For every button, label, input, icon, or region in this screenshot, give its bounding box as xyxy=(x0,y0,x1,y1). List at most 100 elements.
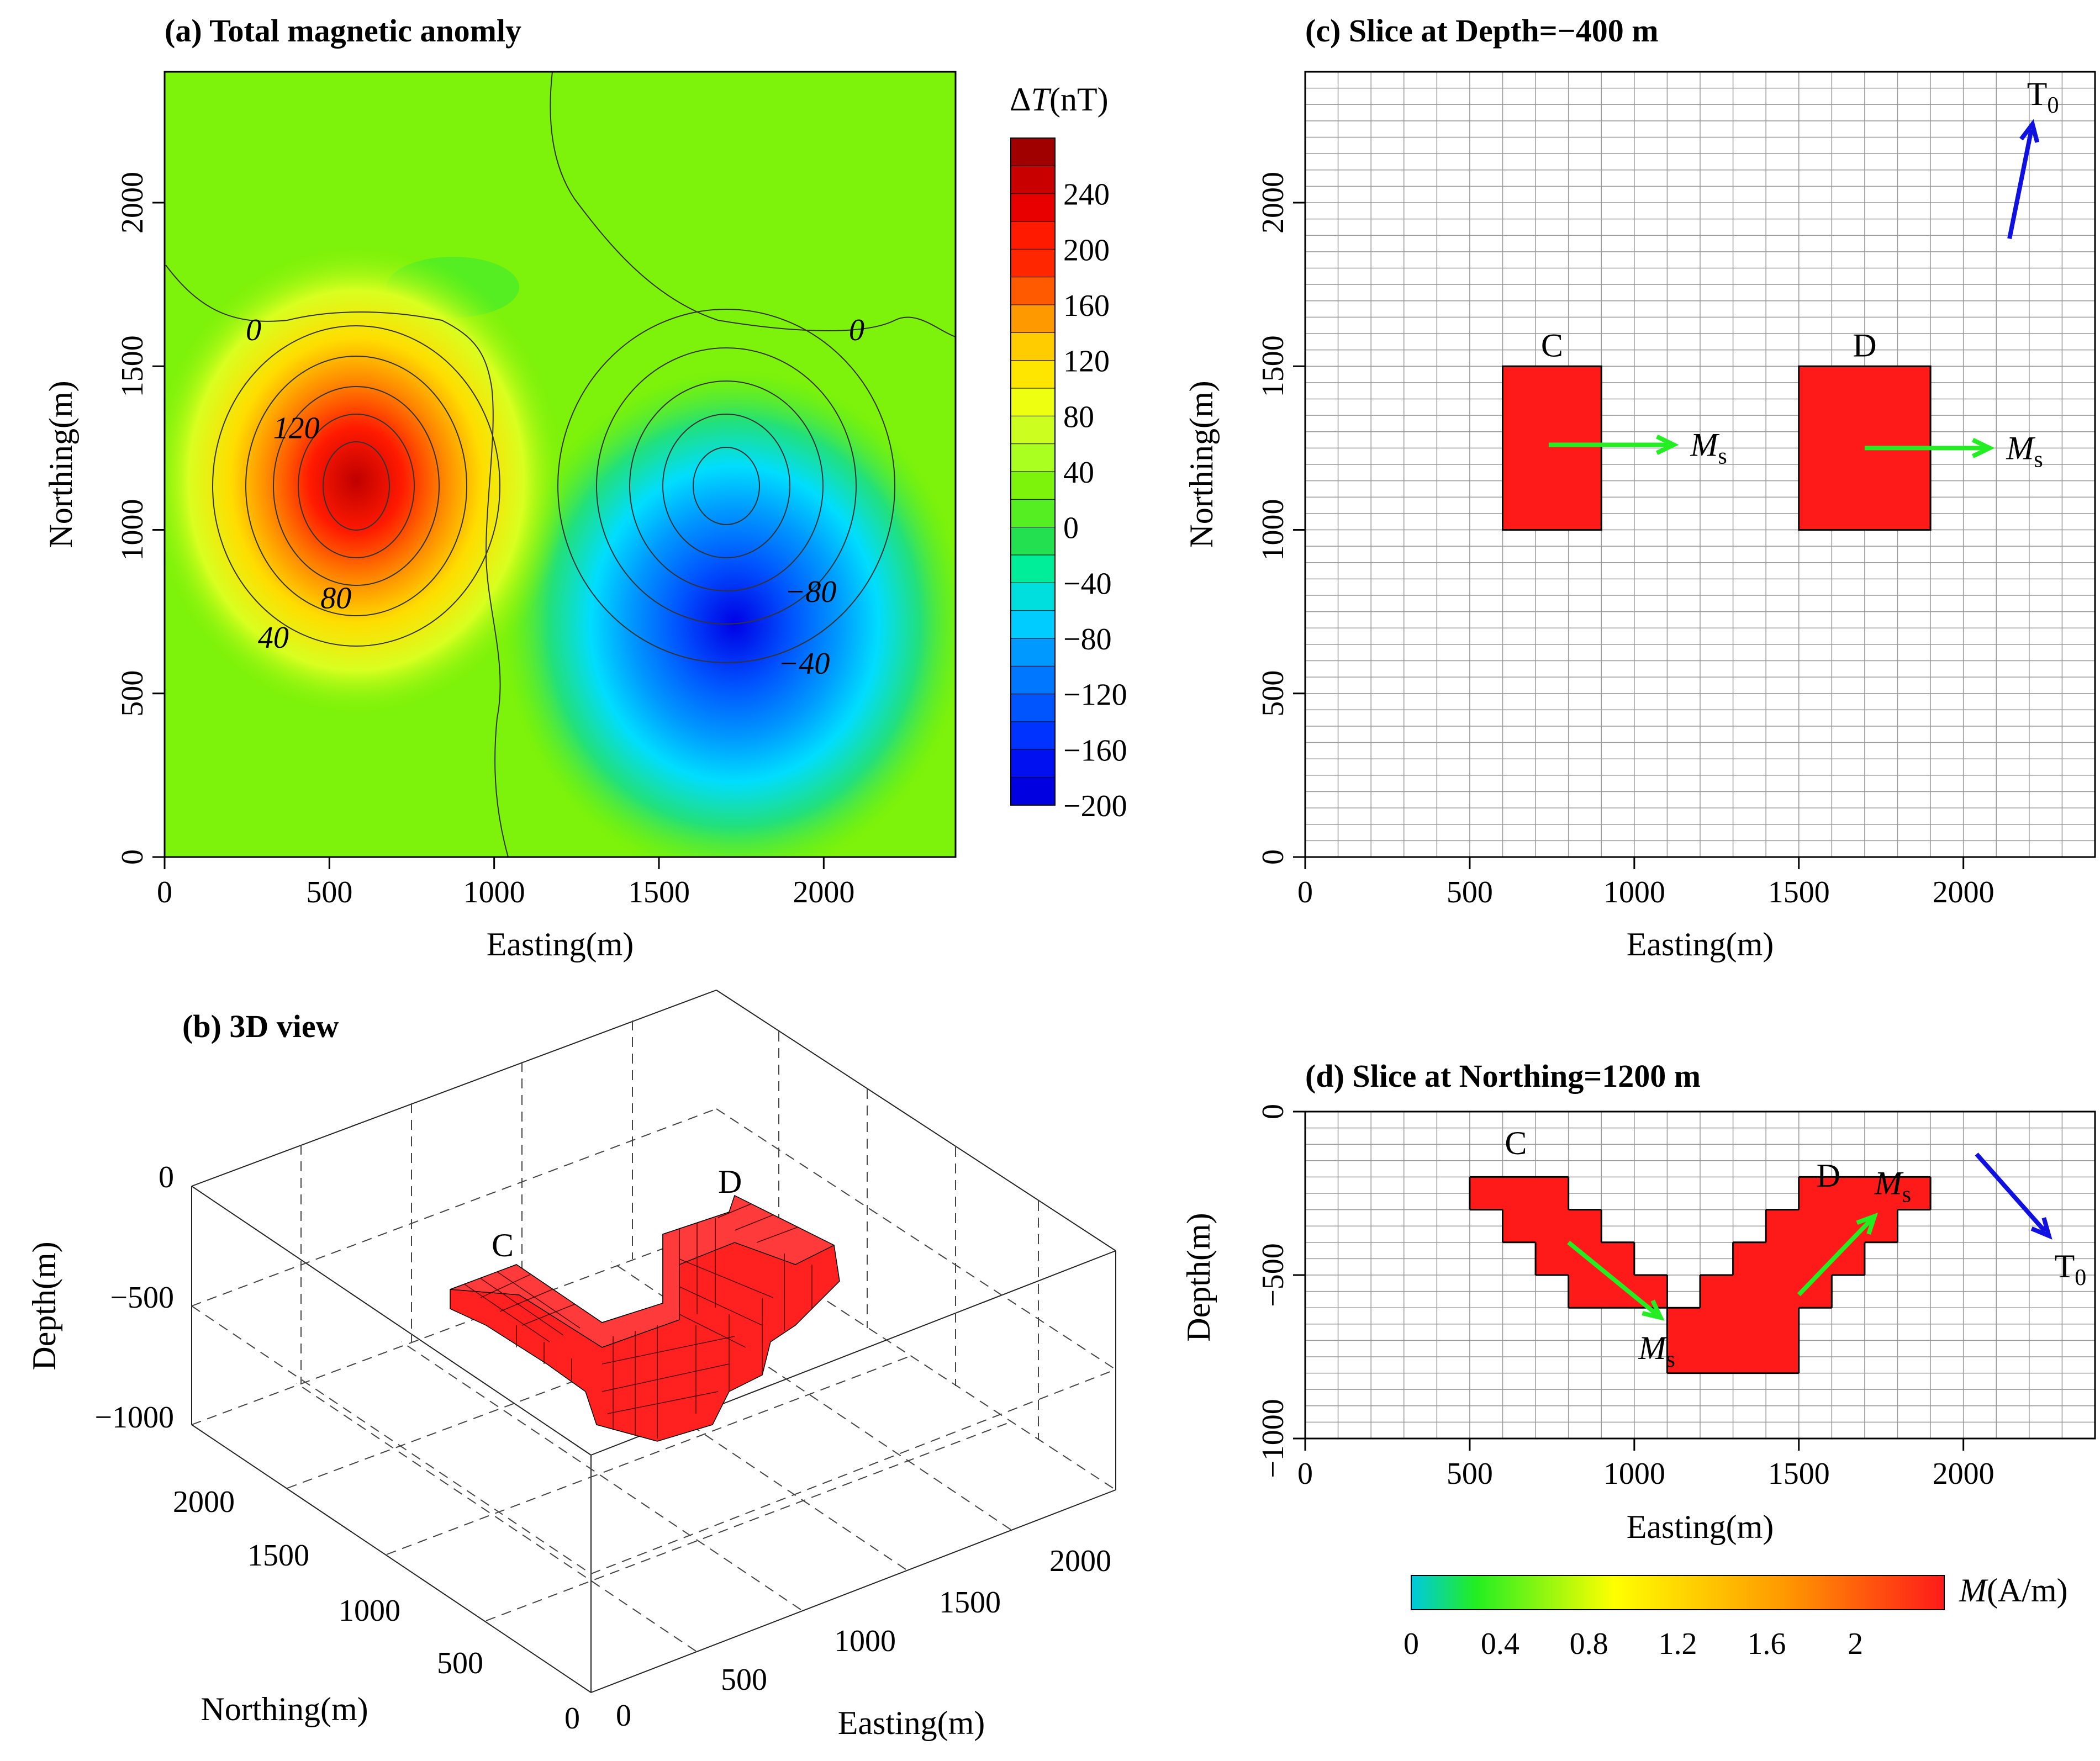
x-tick-label: 1500 xyxy=(1768,875,1830,909)
m-colorbar-bar xyxy=(1411,1575,1945,1610)
panel-c-frame xyxy=(1304,71,2096,858)
T0-arrow-head xyxy=(2030,1217,2052,1240)
x-tick: 2000 xyxy=(1049,1544,1111,1578)
Ms-D-arrow-head xyxy=(1971,437,1995,458)
body-label-D: D xyxy=(1817,1157,1840,1194)
Ms-C-arrow-head xyxy=(1655,435,1679,455)
voxel-edges xyxy=(463,1203,812,1439)
cell-C xyxy=(1502,1209,1536,1243)
3d-xlabel: Easting(m) xyxy=(838,1705,985,1741)
colorbar-label-unit: (nT) xyxy=(1049,81,1109,118)
x-tick-label: 0 xyxy=(1297,1457,1313,1491)
panel-d-cells xyxy=(1469,1176,1931,1374)
voxel-body xyxy=(450,1194,840,1442)
body-label-C: C xyxy=(1505,1125,1527,1161)
cell-C xyxy=(1568,1209,1602,1243)
colorbar-cell xyxy=(1010,138,1056,167)
arrow-label-sub: 0 xyxy=(2075,1265,2086,1291)
panel-b-3d-view: (b) 3D view xyxy=(26,990,1116,1741)
cell-D xyxy=(1700,1275,1734,1308)
x-tick-label: 2000 xyxy=(1933,875,1995,909)
colorbar-tick-label: 0 xyxy=(1063,511,1079,546)
3d-label-d: D xyxy=(718,1164,742,1200)
x-tick-label: 2000 xyxy=(1933,1457,1995,1491)
contour-label: 0 xyxy=(246,313,261,347)
cell-D xyxy=(1700,1307,1734,1341)
colorbar-cell xyxy=(1010,777,1056,806)
contour-label: 0 xyxy=(849,313,864,347)
colorbar-tick-label: 120 xyxy=(1063,345,1110,379)
x-tick-label: 1000 xyxy=(463,875,525,909)
3d-z-ticks: 0 −500 −1000 Depth(m) xyxy=(26,1160,174,1435)
y-tick: 2000 xyxy=(173,1485,235,1519)
x-tick-label: 1000 xyxy=(1603,875,1665,909)
colorbar-cell xyxy=(1010,360,1056,389)
panel-a-ylabel: Northing(m) xyxy=(43,380,79,548)
panel-c-axes: 0 500 1000 1500 2000 0 500 1000 1500 2000 xyxy=(1256,172,1995,909)
x-tick: 1000 xyxy=(834,1624,896,1658)
arrow-label: Ms xyxy=(1638,1330,1675,1372)
arrow-label: Ms xyxy=(2006,430,2043,472)
colorbar-cell xyxy=(1010,443,1056,473)
colorbar-tick-label: −160 xyxy=(1063,733,1127,768)
panel-a-contour-map: (a) Total magnetic anomly 0 120 80 xyxy=(43,13,1127,963)
cell-D xyxy=(1831,1209,1865,1243)
y-tick-label: −1000 xyxy=(1256,1399,1290,1478)
panel-c-xlabel: Easting(m) xyxy=(1627,926,1774,963)
arrow-label-sub: s xyxy=(2034,447,2043,472)
y-tick-label: 500 xyxy=(1256,670,1290,717)
colorbar-cell xyxy=(1010,304,1056,334)
arrow-label-main: M xyxy=(1690,426,1719,463)
contour-label: −80 xyxy=(785,575,837,609)
cell-D xyxy=(1666,1307,1701,1341)
colorbar-cell xyxy=(1010,749,1056,778)
colorbar-cells xyxy=(1010,138,1056,806)
cell-D xyxy=(1798,1209,1832,1243)
colorbar-cell xyxy=(1010,415,1056,445)
m-colorbar-tick-label: 0 xyxy=(1403,1627,1419,1661)
colorbar-tick-label: −80 xyxy=(1063,622,1112,657)
colorbar-tick-label: −120 xyxy=(1063,678,1127,712)
x-tick: 1500 xyxy=(939,1585,1001,1620)
contour-label: 40 xyxy=(258,621,289,655)
cell-D xyxy=(1733,1275,1766,1308)
panel-a-title: (a) Total magnetic anomly xyxy=(165,13,521,49)
z-tick: −1000 xyxy=(94,1400,174,1435)
cell-C xyxy=(1469,1176,1503,1210)
arrow-label-main: T xyxy=(2055,1248,2075,1284)
colorbar-cell xyxy=(1010,638,1056,667)
cell-C xyxy=(1568,1275,1602,1308)
colorbar-cell xyxy=(1010,388,1056,417)
m-colorbar-ticks: 0 0.4 0.8 1.2 1.6 2 xyxy=(1403,1627,1863,1661)
arrow-label-sub: s xyxy=(1666,1347,1675,1372)
y-tick-label: 1500 xyxy=(1256,335,1290,397)
body-C xyxy=(1502,365,1602,531)
colorbar-cell xyxy=(1010,665,1056,695)
contour-lines xyxy=(165,72,956,857)
3d-y-ticks: 0 500 1000 1500 2000 Northing(m) xyxy=(173,1485,580,1736)
z-tick: 0 xyxy=(159,1160,174,1194)
cell-D xyxy=(1765,1275,1800,1308)
m-colorbar-var: M xyxy=(1959,1572,1988,1609)
colorbar-cell xyxy=(1010,554,1056,584)
cell-C xyxy=(1535,1242,1569,1276)
y-tick-label: 0 xyxy=(115,849,150,865)
colorbar-tick-label: 240 xyxy=(1063,178,1110,212)
x-tick-label: 500 xyxy=(1447,1457,1493,1491)
y-tick-label: 500 xyxy=(115,670,150,717)
arrow-label-sub: s xyxy=(1718,443,1727,469)
arrow-label: T0 xyxy=(2027,76,2059,118)
Ms-D-arrow-head xyxy=(1856,1212,1879,1235)
m-colorbar-unit: (A/m) xyxy=(1987,1572,2068,1609)
colorbar-label-symbol: Δ xyxy=(1010,81,1031,118)
cell-D xyxy=(1733,1340,1766,1374)
3d-x-ticks: 0 500 1000 1500 2000 Easting(m) xyxy=(616,1544,1111,1741)
cell-D xyxy=(1831,1176,1865,1210)
3d-box-edges xyxy=(191,990,1116,1693)
m-colorbar-tick-label: 0.4 xyxy=(1481,1627,1519,1661)
arrow-label-main: T xyxy=(2027,76,2048,112)
